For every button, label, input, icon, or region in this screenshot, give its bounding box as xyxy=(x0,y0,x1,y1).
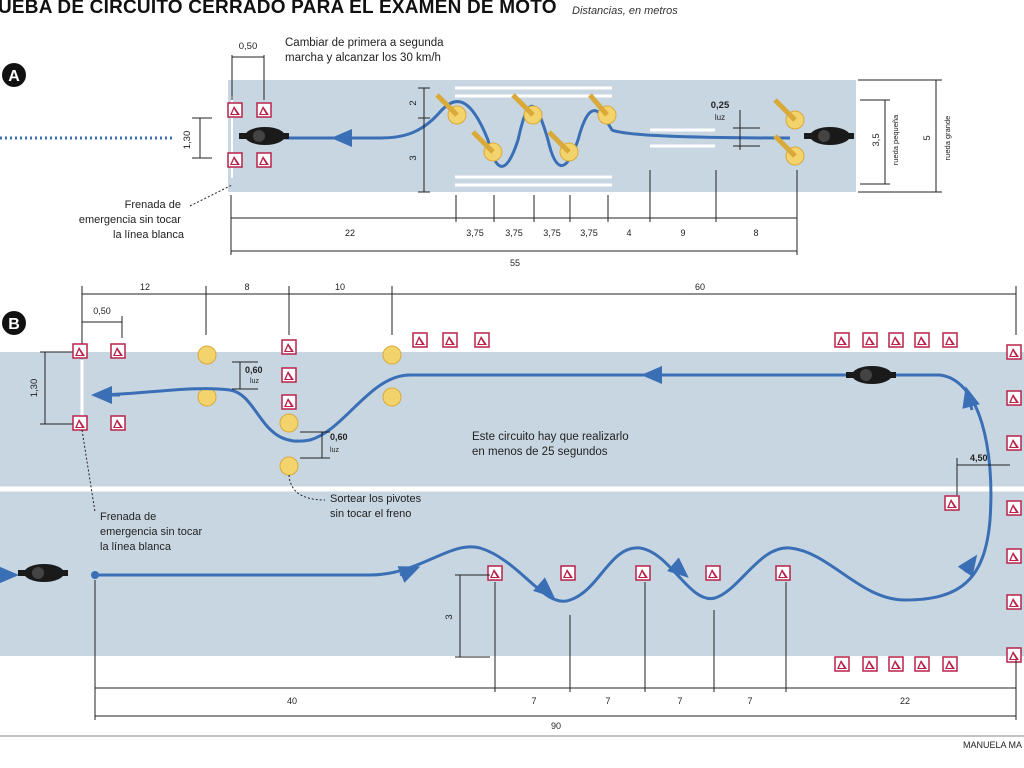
dim-b-060a: 0,60 xyxy=(245,365,263,375)
dim-b-luz-b: luz xyxy=(330,447,339,454)
dim-b-b3: 7 xyxy=(677,696,682,706)
section-a-badge: A xyxy=(2,63,26,87)
section-b: B 12 8 10 60 0,50 1,30 xyxy=(0,282,1024,731)
dim-a-2: 2 xyxy=(408,100,419,105)
dim-b-t2: 10 xyxy=(335,282,345,292)
dim-a-b7: 8 xyxy=(753,228,758,238)
note-brake-b: Frenada de emergencia sin tocar la línea… xyxy=(100,511,205,553)
dim-a-b4: 3,75 xyxy=(580,228,598,238)
dim-a-050: 0,50 xyxy=(239,41,258,52)
dim-b-t0: 12 xyxy=(140,282,150,292)
track-b xyxy=(0,352,1024,656)
section-a: A xyxy=(0,37,952,268)
dim-b-450: 4,50 xyxy=(970,453,988,463)
section-b-label: B xyxy=(8,316,20,333)
dim-a-rueda-pequena: rueda pequeña xyxy=(891,114,900,165)
page-subtitle: Distancias, en metros xyxy=(572,5,678,17)
dim-b-t3: 60 xyxy=(695,282,705,292)
title-bar: UEBA DE CIRCUITO CERRADO PARA EL EXAMEN … xyxy=(0,0,1024,26)
section-b-badge: B xyxy=(2,311,26,335)
page-title: UEBA DE CIRCUITO CERRADO PARA EL EXAMEN … xyxy=(0,0,557,18)
dim-a-luz: luz xyxy=(715,113,725,122)
dim-b-total: 90 xyxy=(551,721,561,731)
dim-a-b3: 3,75 xyxy=(543,228,561,238)
dim-a-5: 5 xyxy=(922,135,933,140)
dim-b-3: 3 xyxy=(444,614,455,619)
dim-a-b0: 22 xyxy=(345,228,355,238)
dim-a-b1: 3,75 xyxy=(466,228,484,238)
dim-a-rueda-grande: rueda grande xyxy=(943,116,952,161)
path-b xyxy=(94,373,993,603)
note-pivots: Sortear los pivotes sin tocar el freno xyxy=(330,493,424,520)
section-a-label: A xyxy=(8,68,20,85)
dim-a-total: 55 xyxy=(510,258,520,268)
dim-a-b2: 3,75 xyxy=(505,228,523,238)
note-gear: Cambiar de primera a segunda marcha y al… xyxy=(285,37,447,64)
dim-a-130: 1,30 xyxy=(182,131,193,150)
dim-b-060b: 0,60 xyxy=(330,432,348,442)
dim-a-b5: 4 xyxy=(626,228,631,238)
dim-b-luz-a: luz xyxy=(250,378,259,385)
dim-b-130: 1,30 xyxy=(29,379,40,398)
note-brake-a: Frenada de emergencia sin tocar la línea… xyxy=(79,199,185,241)
dim-b-b1: 7 xyxy=(531,696,536,706)
dim-a-3: 3 xyxy=(408,155,419,160)
note-time: Este circuito hay que realizarlo en meno… xyxy=(472,431,632,458)
dim-a-025: 0,25 xyxy=(711,100,730,111)
dim-b-050: 0,50 xyxy=(93,306,111,316)
dim-b-t1: 8 xyxy=(244,282,249,292)
pivots-a xyxy=(435,93,805,166)
dim-b-b2: 7 xyxy=(605,696,610,706)
dim-a-b6: 9 xyxy=(680,228,685,238)
dim-b-b0: 40 xyxy=(287,696,297,706)
dim-b-b4: 7 xyxy=(747,696,752,706)
dim-b-b5: 22 xyxy=(900,696,910,706)
credit: MANUELA MA xyxy=(963,740,1022,750)
dim-a-35: 3,5 xyxy=(871,133,882,146)
